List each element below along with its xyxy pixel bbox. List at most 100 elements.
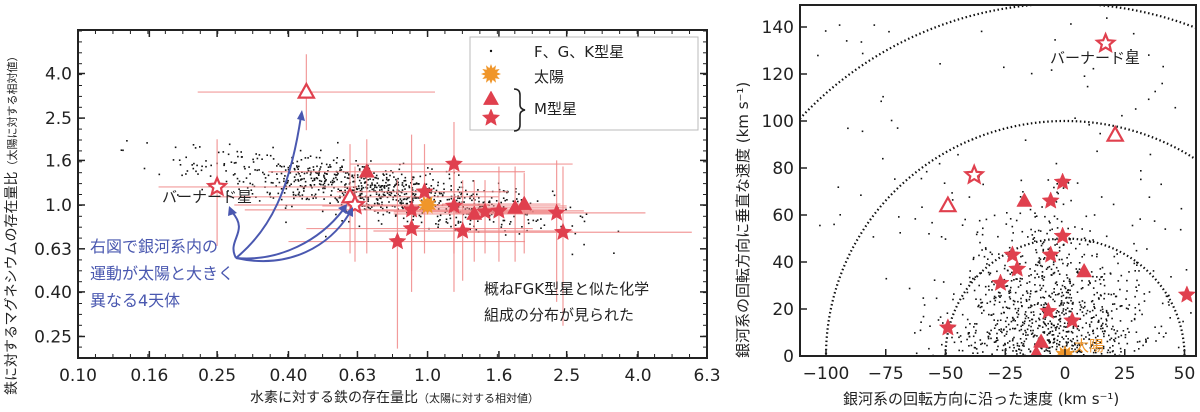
fgk-point: [458, 201, 461, 204]
fgk-point: [1139, 218, 1141, 220]
fgk-point: [1138, 303, 1140, 306]
y-tick-label: 2.5: [45, 109, 72, 129]
fgk-point: [1146, 248, 1148, 250]
fgk-point: [837, 186, 840, 188]
fgk-point: [996, 349, 998, 351]
fgk-point: [1066, 343, 1068, 345]
fgk-point: [397, 200, 400, 202]
fgk-point: [1050, 69, 1053, 71]
fgk-point: [1168, 294, 1170, 297]
fgk-point: [414, 197, 416, 199]
fgk-point: [346, 171, 349, 174]
fgk-point: [365, 177, 367, 179]
fgk-point: [377, 177, 379, 180]
fgk-point: [1035, 263, 1037, 266]
legend-box: [469, 36, 699, 131]
fgk-point: [1025, 315, 1028, 317]
fgk-point: [472, 193, 475, 195]
fgk-point: [1035, 320, 1037, 323]
fgk-point: [1080, 287, 1083, 290]
fgk-point: [397, 177, 399, 180]
fgk-point: [1003, 267, 1006, 270]
fgk-point: [1016, 278, 1018, 280]
fgk-point: [1052, 272, 1055, 275]
fgk-point: [261, 158, 263, 160]
fgk-point: [1081, 287, 1084, 289]
fgk-point: [1134, 313, 1137, 316]
fgk-point: [1091, 309, 1094, 312]
fgk-point: [991, 253, 993, 256]
fgk-point: [1132, 32, 1135, 35]
fgk-point: [986, 302, 989, 304]
fgk-point: [1070, 199, 1072, 202]
fgk-point: [1037, 261, 1040, 263]
fgk-point: [968, 345, 970, 347]
fgk-point: [1167, 301, 1170, 303]
fgk-point: [217, 151, 220, 154]
fgk-point: [532, 219, 535, 222]
fgk-point: [1113, 329, 1115, 331]
fgk-point: [1053, 338, 1055, 341]
fgk-point: [1105, 318, 1108, 320]
fgk-point: [399, 198, 402, 200]
fgk-point: [980, 30, 983, 33]
fgk-point: [1004, 264, 1006, 267]
fgk-point: [1091, 344, 1093, 346]
fgk-point: [356, 188, 358, 191]
fgk-point: [1113, 255, 1116, 258]
fgk-point: [323, 174, 325, 177]
fgk-point: [1064, 326, 1067, 328]
fgk-point: [518, 233, 521, 235]
fgk-point: [457, 222, 460, 224]
fgk-point: [357, 176, 359, 179]
x-tick-label: 0.10: [59, 366, 97, 386]
fgk-point: [322, 187, 324, 190]
fgk-point: [1022, 321, 1024, 324]
fgk-point: [1090, 345, 1092, 348]
fgk-point: [527, 222, 530, 225]
fgk-point: [1025, 334, 1027, 336]
fgk-point: [209, 175, 212, 177]
fgk-point: [478, 200, 480, 203]
fgk-point: [1068, 316, 1070, 318]
fgk-point: [264, 180, 267, 183]
fgk-point: [292, 162, 294, 164]
fgk-point: [981, 301, 984, 304]
fgk-point: [327, 166, 330, 168]
fgk-point: [1081, 300, 1084, 302]
fgk-point: [1071, 332, 1074, 334]
fgk-point: [241, 156, 243, 158]
fgk-point: [471, 208, 473, 210]
fgk-point: [998, 301, 1001, 303]
fgk-point: [318, 172, 320, 174]
x-tick-label: 0.25: [198, 366, 236, 386]
fgk-point: [1058, 273, 1061, 275]
fgk-point: [280, 188, 283, 190]
fgk-point: [263, 173, 266, 176]
fgk-point: [1143, 293, 1146, 295]
fgk-point: [1067, 330, 1070, 333]
fgk-point: [1002, 329, 1005, 331]
fgk-point: [311, 180, 314, 182]
fgk-point: [301, 197, 303, 200]
fgk-point: [341, 220, 343, 222]
fgk-point: [958, 349, 960, 352]
fgk-point: [334, 197, 336, 199]
fgk-point: [1009, 291, 1012, 294]
fgk-point: [143, 167, 146, 170]
fgk-point: [335, 162, 338, 164]
fgk-point: [1086, 309, 1089, 312]
fgk-point: [324, 185, 326, 188]
fgk-point: [1013, 279, 1015, 281]
fgk-point: [323, 176, 325, 178]
fgk-point: [298, 173, 300, 175]
fgk-point: [434, 200, 436, 203]
legend-sun-label: 太陽: [534, 68, 564, 86]
x-tick-label: 0.16: [130, 366, 168, 386]
fgk-point: [288, 184, 291, 187]
fgk-point: [1006, 316, 1008, 319]
fgk-point: [553, 194, 556, 197]
fgk-point: [994, 324, 997, 327]
fgk-point: [988, 313, 990, 316]
fgk-point: [1096, 327, 1098, 330]
